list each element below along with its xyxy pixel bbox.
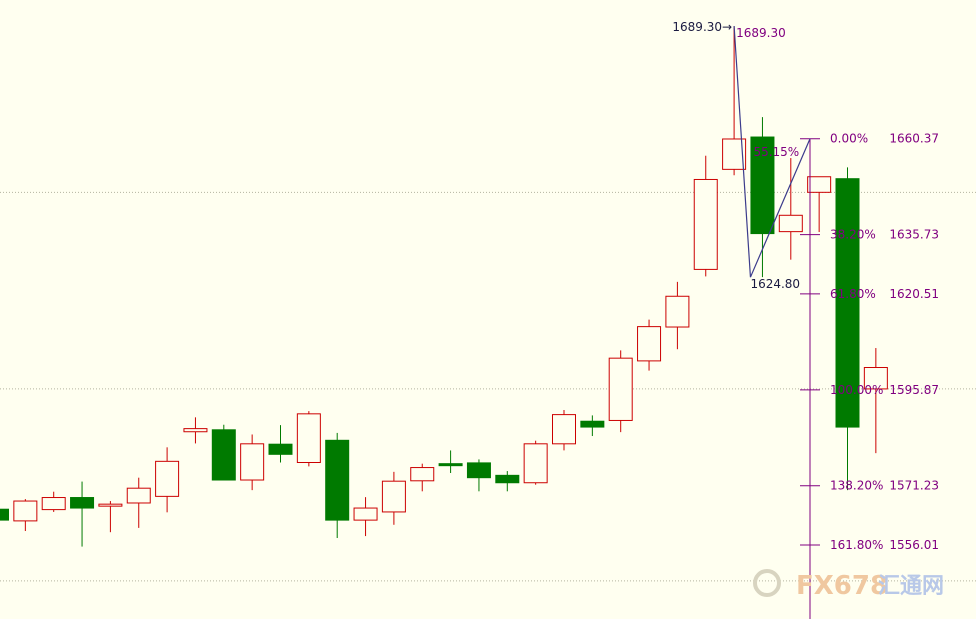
candle-body-13 [353, 507, 378, 521]
candle-body-11 [296, 413, 321, 463]
candle-body-2 [41, 497, 66, 511]
low-label: 1624.80 [750, 277, 800, 291]
fib-pct-label-3: 100.00% [830, 383, 883, 397]
high-label: 1689.30 [736, 26, 786, 40]
candle-body-12 [325, 439, 350, 521]
candle-body-6 [155, 460, 180, 497]
candle-body-14 [381, 480, 406, 513]
swing-lines [733, 26, 811, 278]
candle-body-3 [70, 497, 95, 509]
fib-price-label-0: 1660.37 [889, 132, 939, 146]
candle-body-30 [835, 178, 860, 428]
candle-body-31 [863, 367, 888, 390]
fib-price-label-2: 1620.51 [889, 287, 939, 301]
candle-body-27 [750, 136, 775, 235]
candle-body-19 [523, 443, 548, 484]
candle-body-21 [580, 420, 605, 428]
candle-body-8 [211, 429, 236, 481]
fib-pct-label-0: 0.00% [830, 132, 868, 146]
fib-price-label-4: 1571.23 [889, 479, 939, 493]
candle-body-17 [466, 462, 491, 479]
fib-pct-label-2: 61.80% [830, 287, 876, 301]
fib-price-label-5: 1556.01 [889, 538, 939, 552]
fib-price-label-3: 1595.87 [889, 383, 939, 397]
candle-body-29 [807, 176, 832, 193]
annotations: 1689.30→ 1689.30 1624.80 55.15% [672, 20, 800, 291]
candle-body-26 [722, 138, 747, 170]
candle-body-7 [183, 428, 208, 433]
candle-body-23 [637, 326, 662, 362]
candle-body-25 [693, 178, 718, 270]
candle-body-24 [665, 295, 690, 328]
candle-body-28 [778, 214, 803, 233]
candle-body-20 [552, 414, 576, 445]
fib-pct-label-1: 38.20% [830, 228, 876, 242]
candle-body-18 [495, 474, 520, 484]
candle-body-16 [438, 463, 463, 467]
retracement-label: 55.15% [753, 145, 799, 159]
fibonacci-levels: 0.00% 1660.37 38.20% 1635.73 61.80% 1620.51 10… [800, 132, 939, 619]
candles [0, 26, 888, 547]
candle-body-5 [126, 487, 151, 504]
watermark-text-a: FX678 [796, 571, 888, 601]
candle-body-0 [0, 508, 9, 521]
fib-pct-label-5: 161.80% [830, 538, 883, 552]
candle-body-9 [240, 443, 265, 481]
swing-line [733, 26, 811, 278]
candle-body-15 [410, 467, 435, 482]
watermark-logo-icon [753, 569, 781, 597]
watermark-text-b: 汇通网 [878, 574, 944, 599]
candle-body-22 [608, 357, 633, 421]
fib-pct-label-4: 138.20% [830, 479, 883, 493]
candle-body-10 [268, 443, 293, 455]
high-arrow-label: 1689.30→ [672, 20, 732, 34]
fib-price-label-1: 1635.73 [889, 228, 939, 242]
candle-body-1 [13, 500, 38, 522]
candle-body-4 [98, 503, 123, 507]
